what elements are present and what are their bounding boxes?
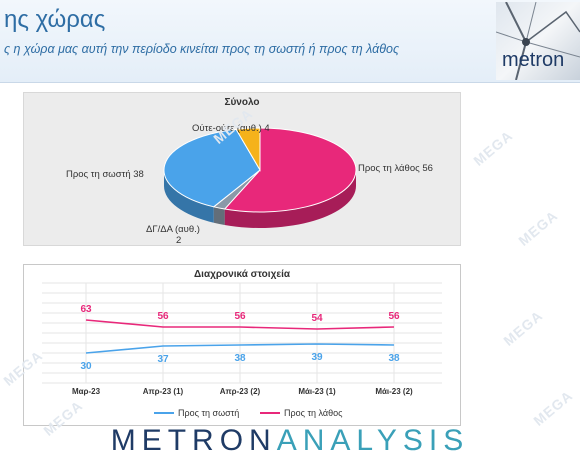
pie-chart-panel: Σύνολο Ούτε-ούτε (αυθ.) 4 Προς τη σωστή … [23,92,461,246]
data-label: 56 [388,311,400,322]
footer-brand: METRONANALYSIS [0,424,580,458]
watermark: MEGA [500,307,546,349]
line-chart: 30 37 38 39 38 63 56 56 54 56 Μαρ-23 Απρ-23 (1) Απρ-… [42,282,442,418]
data-label: 38 [388,353,400,364]
x-tick-label: Μάι-23 (2) [375,387,413,396]
line-chart-title: Διαχρονικά στοιχεία [193,269,290,280]
brand-analysis: ANALYSIS [276,424,470,457]
pie-slice-side [224,170,356,228]
pie-chart [163,127,357,228]
pie-slice-side [164,170,214,223]
data-label: 39 [311,352,323,363]
pie-chart-title: Σύνολο [224,97,260,108]
legend-item: Προς τη λάθος [284,408,343,418]
pie-slice [223,127,357,213]
data-label: 54 [311,313,323,324]
pie-slice [163,128,261,208]
data-label: 56 [157,311,169,322]
pie-label-neither: Ούτε-ούτε (αυθ.) 4 [192,123,270,134]
data-label: 63 [80,304,92,315]
x-tick-label: Απρ-23 (1) [143,387,184,396]
series-line [85,319,395,330]
pie-label-dkna: ΔΓ/ΔΑ (αυθ.) [146,224,200,235]
data-label: 56 [234,311,246,322]
data-label: 30 [80,361,92,372]
pie-label-dkna-value: 2 [176,235,182,246]
watermark: MEGA [470,127,516,169]
data-label: 38 [234,353,246,364]
page-subtitle: ς η χώρα μας αυτή την περίοδο κινείται π… [4,42,400,56]
header-banner: ης χώρας ς η χώρα μας αυτή την περίοδο κ… [0,0,580,83]
pie-slice [235,127,261,172]
line-chart-panel: Διαχρονικά στοιχεία 30 37 38 39 38 63 56 56 54 56… [23,264,461,426]
x-tick-label: Απρ-23 (2) [220,387,261,396]
data-label: 37 [157,354,169,365]
x-tick-label: Μαρ-23 [72,387,101,396]
series-line [85,343,395,354]
watermark: MEGA [515,207,561,249]
logo-graphic [496,2,580,80]
x-tick-label: Μάι-23 (1) [298,387,336,396]
legend-item: Προς τη σωστή [178,408,239,418]
pie-slice-side [213,206,225,226]
pie-label-wrong: Προς τη λάθος 56 [358,163,433,174]
watermark: MEGA [530,387,576,429]
logo: metron [496,2,580,80]
brand-metron: METRON [110,424,277,457]
logo-text: metron [502,49,565,71]
page-title: ης χώρας [4,6,106,33]
pie-label-right: Προς τη σωστή 38 [66,169,144,180]
